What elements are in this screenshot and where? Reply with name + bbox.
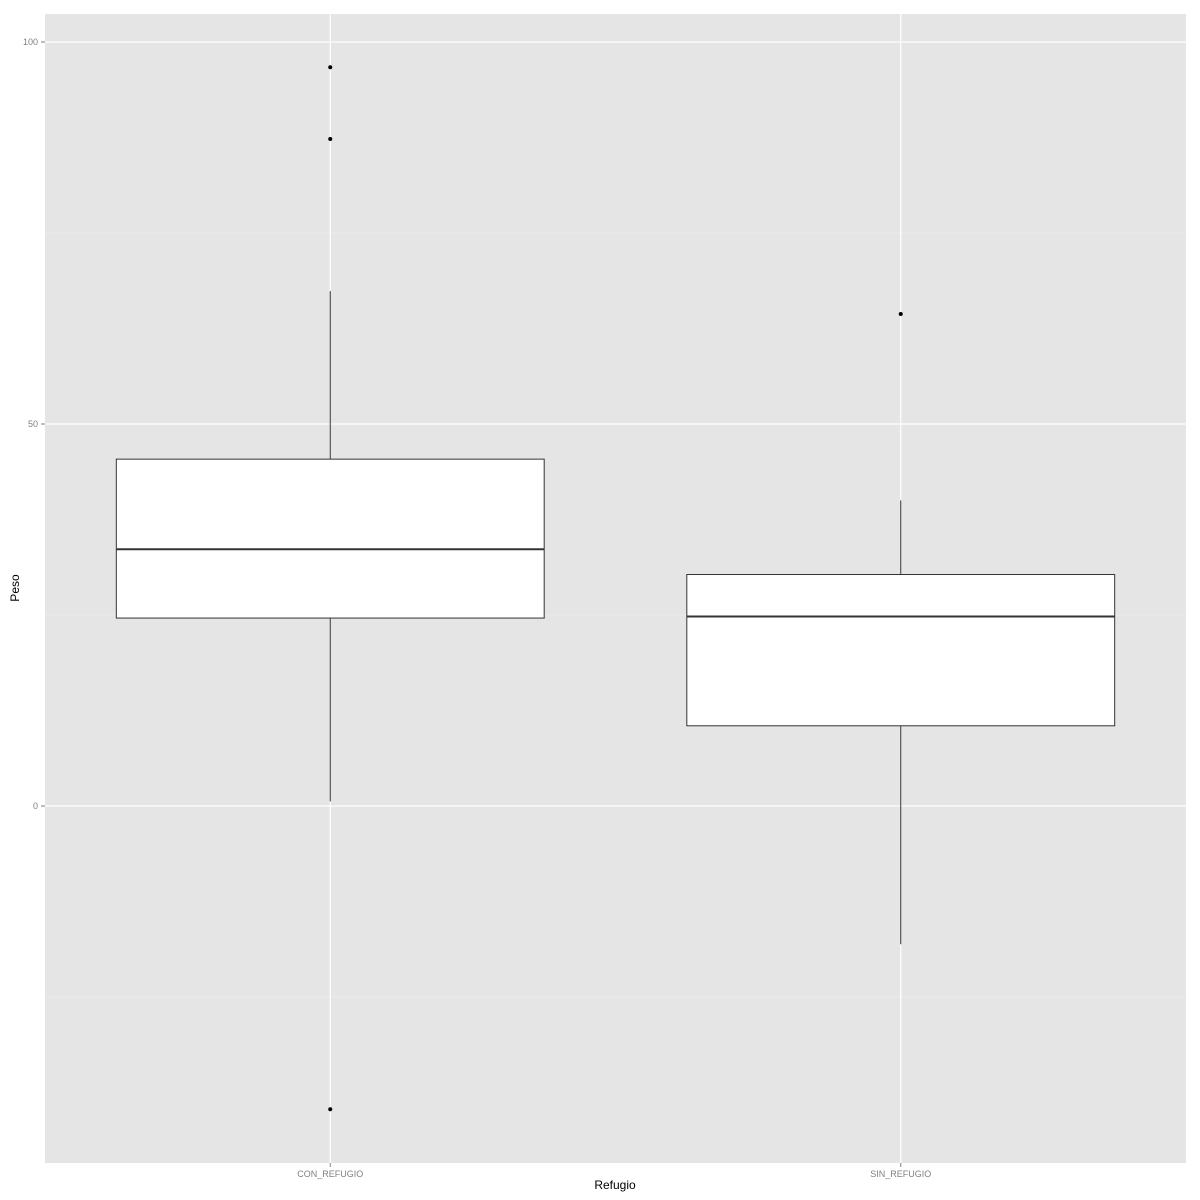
outlier-point xyxy=(328,137,333,142)
y-tick-label: 0 xyxy=(33,801,38,811)
grid-lines xyxy=(45,14,1186,1163)
y-tick-label: 100 xyxy=(23,37,38,47)
box-series xyxy=(115,65,1116,1112)
y-axis-ticks: 0 50 100 xyxy=(23,37,45,811)
x-axis-ticks: CON_REFUGIO SIN_REFUGIO xyxy=(297,1163,931,1179)
box-iqr xyxy=(115,458,545,619)
x-tick-label: CON_REFUGIO xyxy=(297,1169,363,1179)
outlier-point xyxy=(898,311,903,316)
y-axis-title: Peso xyxy=(8,574,22,602)
box-sin-refugio xyxy=(686,311,1116,945)
outlier-point xyxy=(328,1107,333,1112)
x-tick-label: SIN_REFUGIO xyxy=(870,1169,931,1179)
box-con-refugio xyxy=(115,65,545,1112)
outlier-point xyxy=(328,65,333,70)
box-iqr xyxy=(686,574,1116,727)
y-tick-label: 50 xyxy=(28,419,38,429)
x-axis-title: Refugio xyxy=(594,1178,636,1192)
